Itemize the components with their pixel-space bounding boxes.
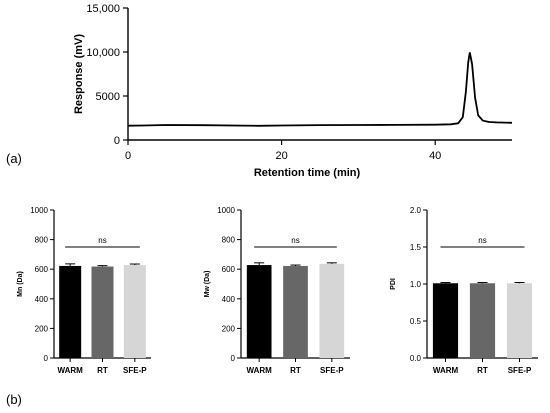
chromatogram-series-line bbox=[127, 52, 513, 127]
pdi-bar-chart: 0.0 0.5 1.0 1.5 2.0 WARM RT SFE-P ns PDI bbox=[390, 206, 538, 375]
y-axis-label: Mn (Da) bbox=[17, 271, 24, 297]
significance-label: ns bbox=[98, 236, 106, 245]
y-tick-label: 0 bbox=[44, 354, 49, 363]
x-tick-label: 40 bbox=[429, 150, 441, 162]
y-tick-label: 600 bbox=[35, 265, 49, 274]
y-tick-label: 0 bbox=[231, 354, 236, 363]
y-tick-label: 0 bbox=[114, 135, 120, 147]
y-tick-label: 1000 bbox=[217, 206, 235, 215]
y-tick-label: 1.5 bbox=[410, 243, 422, 252]
y-tick-label: 800 bbox=[35, 236, 49, 245]
bar bbox=[432, 283, 459, 358]
y-axis-label: Mw (Da) bbox=[204, 271, 211, 298]
mw-bar-chart: 0 200 400 600 800 1000 WARM RT SFE-P ns Mw (Da) bbox=[204, 206, 350, 375]
y-tick-label: 400 bbox=[222, 295, 236, 304]
panel-label-a: (a) bbox=[6, 151, 22, 166]
x-tick-label: RT bbox=[290, 366, 301, 375]
y-tick-label: 2.0 bbox=[410, 206, 422, 215]
bar bbox=[469, 283, 496, 358]
y-tick-label: 0.0 bbox=[410, 354, 422, 363]
chromatogram-chart: 0 5000 10,000 15,000 0 20 40 Response (mV) Re… bbox=[73, 3, 513, 179]
x-tick-label: 20 bbox=[275, 150, 287, 162]
y-tick-label: 200 bbox=[222, 324, 236, 333]
bar bbox=[283, 265, 308, 358]
y-tick-label: 5000 bbox=[96, 91, 120, 103]
y-tick-label: 1000 bbox=[30, 206, 48, 215]
bar bbox=[246, 265, 272, 358]
x-tick-label: WARM bbox=[58, 366, 84, 375]
x-tick-label: SFE-P bbox=[320, 366, 344, 375]
x-tick-label: RT bbox=[97, 366, 108, 375]
x-ticks: 0 20 40 bbox=[125, 140, 441, 162]
bar bbox=[59, 265, 82, 358]
x-tick-label: 0 bbox=[125, 150, 131, 162]
significance-label: ns bbox=[291, 236, 299, 245]
y-ticks: 0 5000 10,000 15,000 bbox=[86, 3, 128, 147]
bar bbox=[123, 265, 146, 358]
panel-label-b: (b) bbox=[6, 392, 22, 407]
y-tick-label: 15,000 bbox=[86, 3, 120, 15]
y-axis-label: Response (mV) bbox=[73, 34, 85, 114]
y-tick-label: 400 bbox=[35, 295, 49, 304]
bar bbox=[506, 283, 533, 358]
y-axis-label: PDI bbox=[390, 278, 397, 290]
x-tick-label: SFE-P bbox=[508, 366, 532, 375]
y-tick-label: 800 bbox=[222, 236, 236, 245]
x-tick-label: RT bbox=[477, 366, 488, 375]
y-tick-label: 1.0 bbox=[410, 280, 422, 289]
y-tick-label: 10,000 bbox=[86, 47, 120, 59]
bar bbox=[319, 263, 345, 358]
y-tick-label: 200 bbox=[35, 324, 49, 333]
x-axis-label: Retention time (min) bbox=[254, 167, 361, 179]
y-tick-label: 0.5 bbox=[410, 317, 422, 326]
bar bbox=[91, 266, 114, 358]
x-tick-label: WARM bbox=[433, 366, 459, 375]
significance-label: ns bbox=[478, 236, 486, 245]
x-tick-label: WARM bbox=[247, 366, 273, 375]
mn-bar-chart: 0 200 400 600 800 1000 WARM RT SFE-P ns Mn (Da) bbox=[17, 206, 151, 375]
x-tick-label: SFE-P bbox=[123, 366, 147, 375]
y-tick-label: 600 bbox=[222, 265, 236, 274]
